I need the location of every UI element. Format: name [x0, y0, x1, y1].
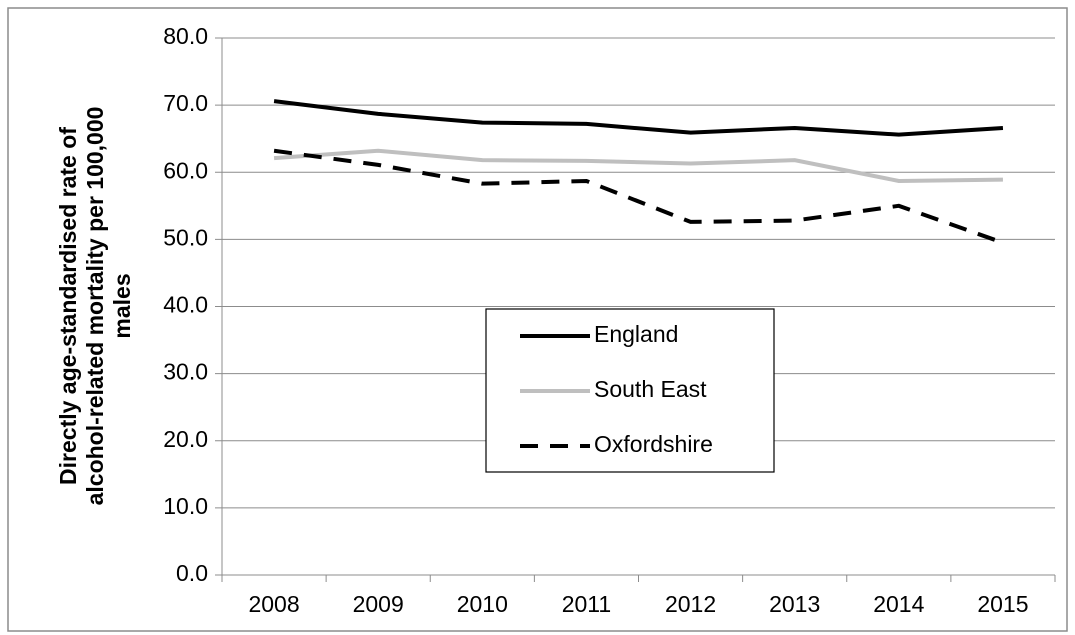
- legend: England South East Oxfordshire: [485, 308, 775, 473]
- x-tick-label: 2014: [873, 591, 924, 617]
- y-tick-label: 40.0: [163, 292, 208, 318]
- legend-label: England: [594, 321, 678, 347]
- y-tick-label: 30.0: [163, 359, 208, 385]
- y-tick-label: 10.0: [163, 493, 208, 519]
- y-axis-label-line: males: [109, 273, 135, 338]
- series-line: [273, 99, 1004, 137]
- y-axis-label-line: Directly age-standardised rate of: [55, 127, 81, 485]
- series-line: [273, 148, 1004, 245]
- y-axis-label: Directly age-standardised rate ofalcohol…: [55, 107, 135, 506]
- x-tick-label: 2012: [665, 591, 716, 617]
- legend-label: South East: [594, 376, 707, 402]
- legend-label: Oxfordshire: [594, 431, 713, 457]
- y-tick-label: 50.0: [163, 224, 208, 250]
- series-line: [273, 148, 1003, 183]
- x-tick-label: 2009: [353, 591, 404, 617]
- y-tick-label: 70.0: [163, 90, 208, 116]
- x-tick-label: 2008: [248, 591, 299, 617]
- x-tick-label: 2015: [977, 591, 1028, 617]
- y-tick-label: 80.0: [163, 23, 208, 49]
- y-axis-label-line: alcohol-related mortality per 100,000: [82, 107, 108, 506]
- y-tick-label: 20.0: [163, 426, 208, 452]
- x-tick-label: 2011: [562, 591, 611, 617]
- x-tick-label: 2010: [457, 591, 508, 617]
- y-tick-label: 0.0: [176, 560, 208, 586]
- x-tick-label: 2013: [769, 591, 820, 617]
- y-tick-label: 60.0: [163, 157, 208, 183]
